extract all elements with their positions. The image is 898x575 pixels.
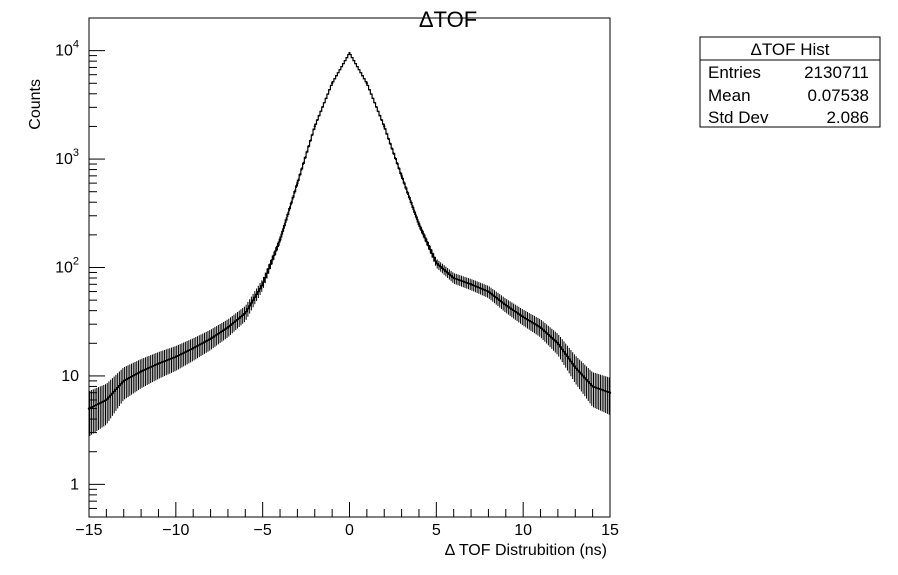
x-tick-label: 5 bbox=[432, 522, 441, 539]
y-tick-label: 104 bbox=[55, 39, 79, 60]
stats-entries-value: 2130711 bbox=[804, 63, 869, 82]
stats-entries-label: Entries bbox=[708, 63, 761, 82]
data-point bbox=[261, 283, 264, 286]
stats-box-frame bbox=[699, 36, 881, 128]
data-point bbox=[435, 261, 438, 265]
data-point bbox=[330, 82, 334, 85]
stats-mean-label: Mean bbox=[708, 86, 751, 105]
stats-mean-value: 0.07538 bbox=[808, 86, 869, 105]
data-point bbox=[278, 238, 282, 242]
stats-box: ΔTOF Hist Entries 2130711 Mean 0.07538 S… bbox=[699, 36, 881, 128]
y-tick-label: 10 bbox=[61, 368, 79, 385]
data-point bbox=[348, 51, 351, 55]
x-tick-label: 15 bbox=[601, 522, 619, 539]
data-point bbox=[87, 407, 91, 410]
data-point bbox=[591, 385, 594, 388]
data-point bbox=[139, 370, 143, 373]
stats-stddev-label: Std Dev bbox=[708, 108, 769, 127]
data-point bbox=[556, 342, 560, 345]
x-axis-title: Δ TOF Distrubition (ns) bbox=[445, 542, 607, 559]
data-point bbox=[209, 337, 212, 340]
data-point bbox=[417, 223, 421, 226]
data-point bbox=[608, 391, 612, 394]
stats-stddev-value: 2.086 bbox=[826, 108, 869, 127]
x-axis-ticks: −15 −10 −5 0 5 10 15 bbox=[75, 502, 619, 539]
chart-title: ΔTOF bbox=[419, 7, 477, 32]
data-point bbox=[157, 362, 160, 365]
x-minor-ticks bbox=[105, 509, 594, 517]
x-tick-label: 10 bbox=[514, 522, 532, 539]
data-point bbox=[192, 347, 195, 350]
y-minor-ticks bbox=[89, 55, 97, 509]
x-tick-label: −15 bbox=[75, 522, 102, 539]
data-point bbox=[226, 326, 230, 329]
data-point bbox=[400, 174, 403, 178]
data-point bbox=[452, 276, 455, 280]
x-tick-label: −10 bbox=[162, 522, 189, 539]
data-point bbox=[105, 398, 108, 402]
data-point bbox=[539, 326, 542, 329]
data-point bbox=[122, 379, 125, 383]
x-tick-label: −5 bbox=[254, 522, 272, 539]
histogram-series bbox=[87, 51, 612, 436]
y-tick-label: 102 bbox=[55, 256, 79, 277]
data-point bbox=[521, 315, 525, 319]
stats-box-title: ΔTOF Hist bbox=[750, 40, 829, 59]
y-tick-label: 103 bbox=[55, 147, 79, 168]
error-bars bbox=[89, 54, 610, 436]
y-axis-ticks: 1 10 102 103 104 bbox=[55, 39, 105, 493]
data-point bbox=[487, 290, 490, 293]
data-point bbox=[244, 311, 247, 315]
data-point bbox=[296, 181, 299, 185]
data-point bbox=[365, 82, 369, 85]
y-tick-label: 1 bbox=[70, 476, 79, 493]
data-point bbox=[469, 283, 473, 286]
data-point bbox=[504, 303, 507, 307]
data-point bbox=[313, 125, 316, 128]
data-point bbox=[174, 355, 178, 359]
data-point bbox=[383, 125, 386, 128]
x-tick-label: 0 bbox=[345, 522, 354, 539]
plot-frame bbox=[88, 17, 611, 518]
data-point bbox=[574, 366, 577, 369]
histogram-step-line bbox=[89, 53, 610, 409]
y-axis-title: Counts bbox=[27, 79, 44, 130]
